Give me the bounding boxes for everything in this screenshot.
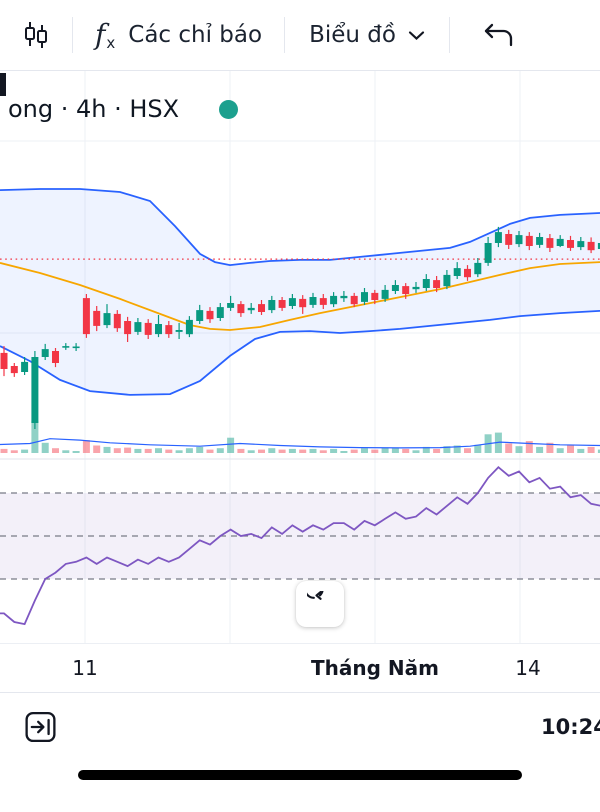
goto-date-button[interactable] bbox=[22, 709, 59, 746]
clipped-ui-fragment bbox=[0, 73, 6, 96]
clock-label[interactable]: 10:24 bbox=[541, 715, 600, 739]
toolbar-separator bbox=[284, 17, 286, 53]
chart-style-button[interactable] bbox=[0, 0, 72, 70]
bottom-toolbar: 10:24 bbox=[0, 692, 600, 761]
symbol-text: ong · 4h · HSX bbox=[8, 95, 180, 123]
undo-button[interactable] bbox=[458, 0, 539, 70]
price-chart[interactable] bbox=[0, 71, 600, 643]
home-area bbox=[0, 770, 600, 812]
undo-arrow-icon bbox=[484, 23, 513, 47]
refresh-button[interactable] bbox=[296, 581, 344, 627]
chart-area[interactable]: ong · 4h · HSX bbox=[0, 71, 600, 643]
time-axis-month-label: Tháng Năm bbox=[311, 656, 439, 680]
time-axis-label: 14 bbox=[515, 656, 541, 680]
home-indicator bbox=[78, 770, 522, 780]
chart-layout-label: Biểu đồ bbox=[309, 22, 396, 48]
time-axis[interactable]: 11 Tháng Năm 14 bbox=[0, 643, 600, 692]
toolbar-separator bbox=[448, 17, 450, 53]
time-axis-label: 11 bbox=[72, 656, 98, 680]
market-status-dot bbox=[219, 99, 239, 119]
symbol-label[interactable]: ong · 4h · HSX bbox=[8, 95, 239, 123]
chevron-down-icon bbox=[408, 30, 425, 40]
indicators-label: Các chỉ báo bbox=[128, 22, 263, 48]
chart-layout-button[interactable]: Biểu đồ bbox=[285, 0, 449, 70]
go-to-date-icon bbox=[25, 711, 56, 743]
toolbar-separator bbox=[72, 17, 73, 53]
rotate-ccw-icon bbox=[307, 591, 324, 600]
candlestick-style-icon bbox=[25, 22, 47, 48]
